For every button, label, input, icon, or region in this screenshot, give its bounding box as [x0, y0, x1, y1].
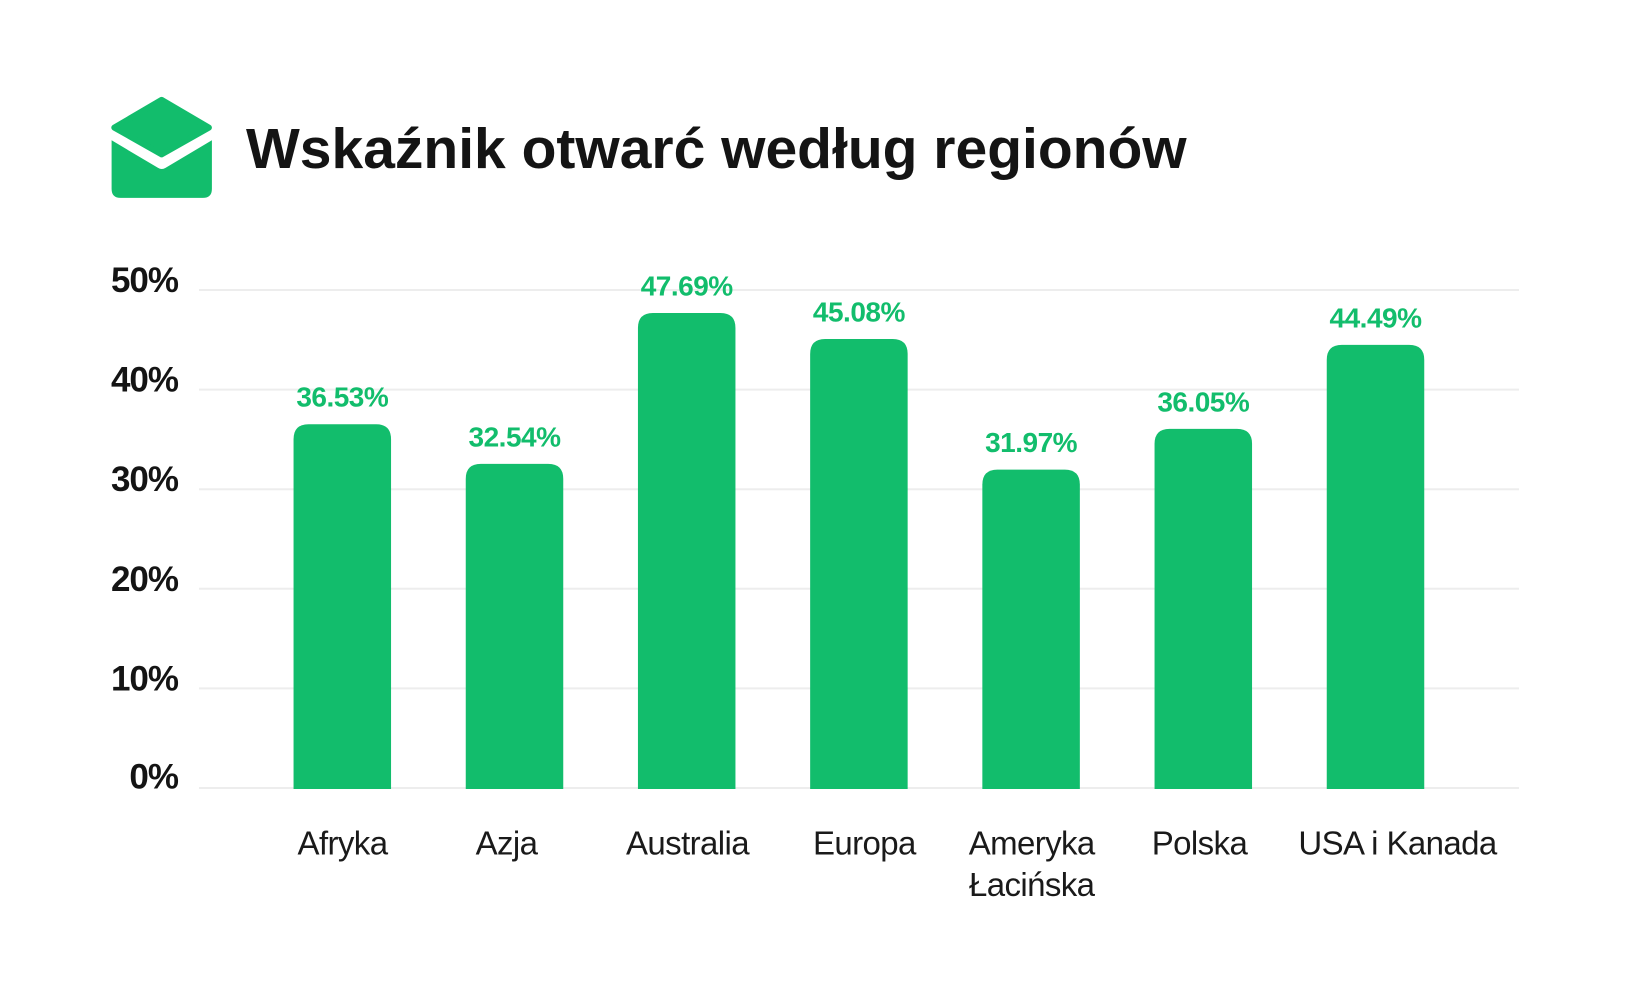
- svg-text:30%: 30%: [111, 460, 179, 499]
- svg-text:36.05%: 36.05%: [1157, 386, 1250, 417]
- svg-text:50%: 50%: [111, 261, 179, 300]
- svg-text:USA i Kanada: USA i Kanada: [1298, 825, 1498, 862]
- svg-text:31.97%: 31.97%: [985, 427, 1078, 458]
- svg-text:36.53%: 36.53%: [296, 382, 389, 413]
- svg-text:45.08%: 45.08%: [813, 297, 906, 328]
- svg-text:Polska: Polska: [1152, 825, 1249, 862]
- svg-text:10%: 10%: [111, 659, 179, 698]
- svg-text:Afryka: Afryka: [298, 825, 389, 862]
- svg-text:Łacińska: Łacińska: [969, 866, 1096, 903]
- svg-text:44.49%: 44.49%: [1330, 302, 1423, 333]
- svg-text:40%: 40%: [111, 361, 179, 400]
- svg-text:47.69%: 47.69%: [641, 271, 734, 302]
- svg-text:Europa: Europa: [813, 825, 917, 862]
- svg-text:Wskaźnik otwarć według regionó: Wskaźnik otwarć według regionów: [246, 117, 1187, 181]
- svg-text:20%: 20%: [111, 560, 179, 599]
- svg-text:Ameryka: Ameryka: [969, 825, 1096, 862]
- svg-text:Azja: Azja: [476, 825, 539, 862]
- svg-text:Australia: Australia: [626, 825, 750, 862]
- svg-text:32.54%: 32.54%: [469, 421, 562, 452]
- svg-text:0%: 0%: [129, 758, 178, 797]
